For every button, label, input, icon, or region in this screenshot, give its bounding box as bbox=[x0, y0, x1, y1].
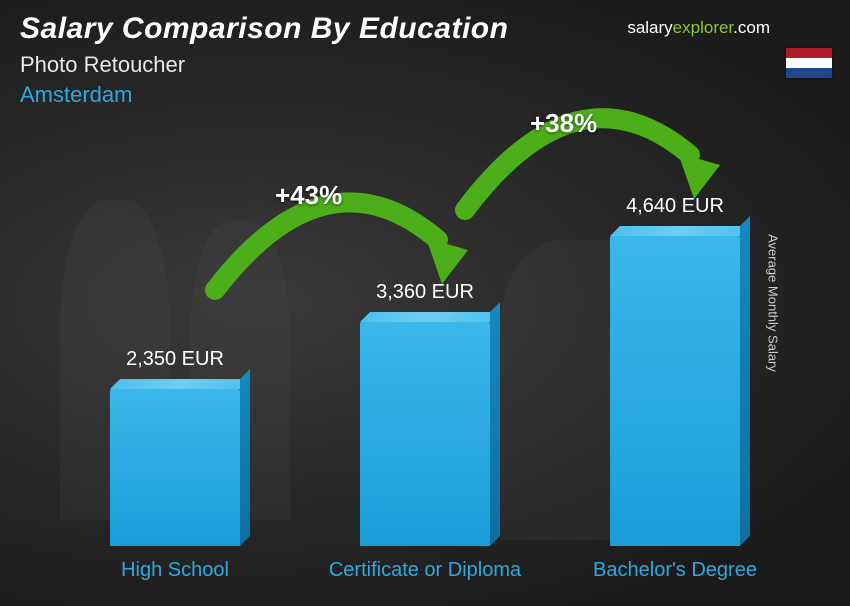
chart-subtitle: Photo Retoucher bbox=[20, 52, 508, 78]
bar-group: 3,360 EURCertificate or Diploma bbox=[335, 281, 515, 546]
bar-label: High School bbox=[75, 558, 275, 582]
bar-group: 4,640 EURBachelor's Degree bbox=[585, 195, 765, 546]
bar-label: Bachelor's Degree bbox=[575, 558, 775, 582]
chart-location: Amsterdam bbox=[20, 82, 508, 108]
increase-percent: +43% bbox=[275, 180, 342, 211]
bar-value: 2,350 EUR bbox=[126, 348, 224, 371]
bar-value: 4,640 EUR bbox=[626, 195, 724, 218]
bar-label: Certificate or Diploma bbox=[325, 558, 525, 582]
brand-logo: salaryexplorer.com bbox=[627, 18, 770, 38]
bar-group: 2,350 EURHigh School bbox=[85, 348, 265, 546]
bar bbox=[360, 322, 490, 546]
bar bbox=[110, 389, 240, 546]
country-flag-icon bbox=[786, 48, 832, 78]
bar bbox=[610, 236, 740, 546]
chart-title: Salary Comparison By Education bbox=[20, 12, 508, 46]
increase-percent: +38% bbox=[530, 108, 597, 139]
bar-chart: 2,350 EURHigh School 3,360 EURCertificate… bbox=[60, 140, 770, 546]
bar-value: 3,360 EUR bbox=[376, 281, 474, 304]
